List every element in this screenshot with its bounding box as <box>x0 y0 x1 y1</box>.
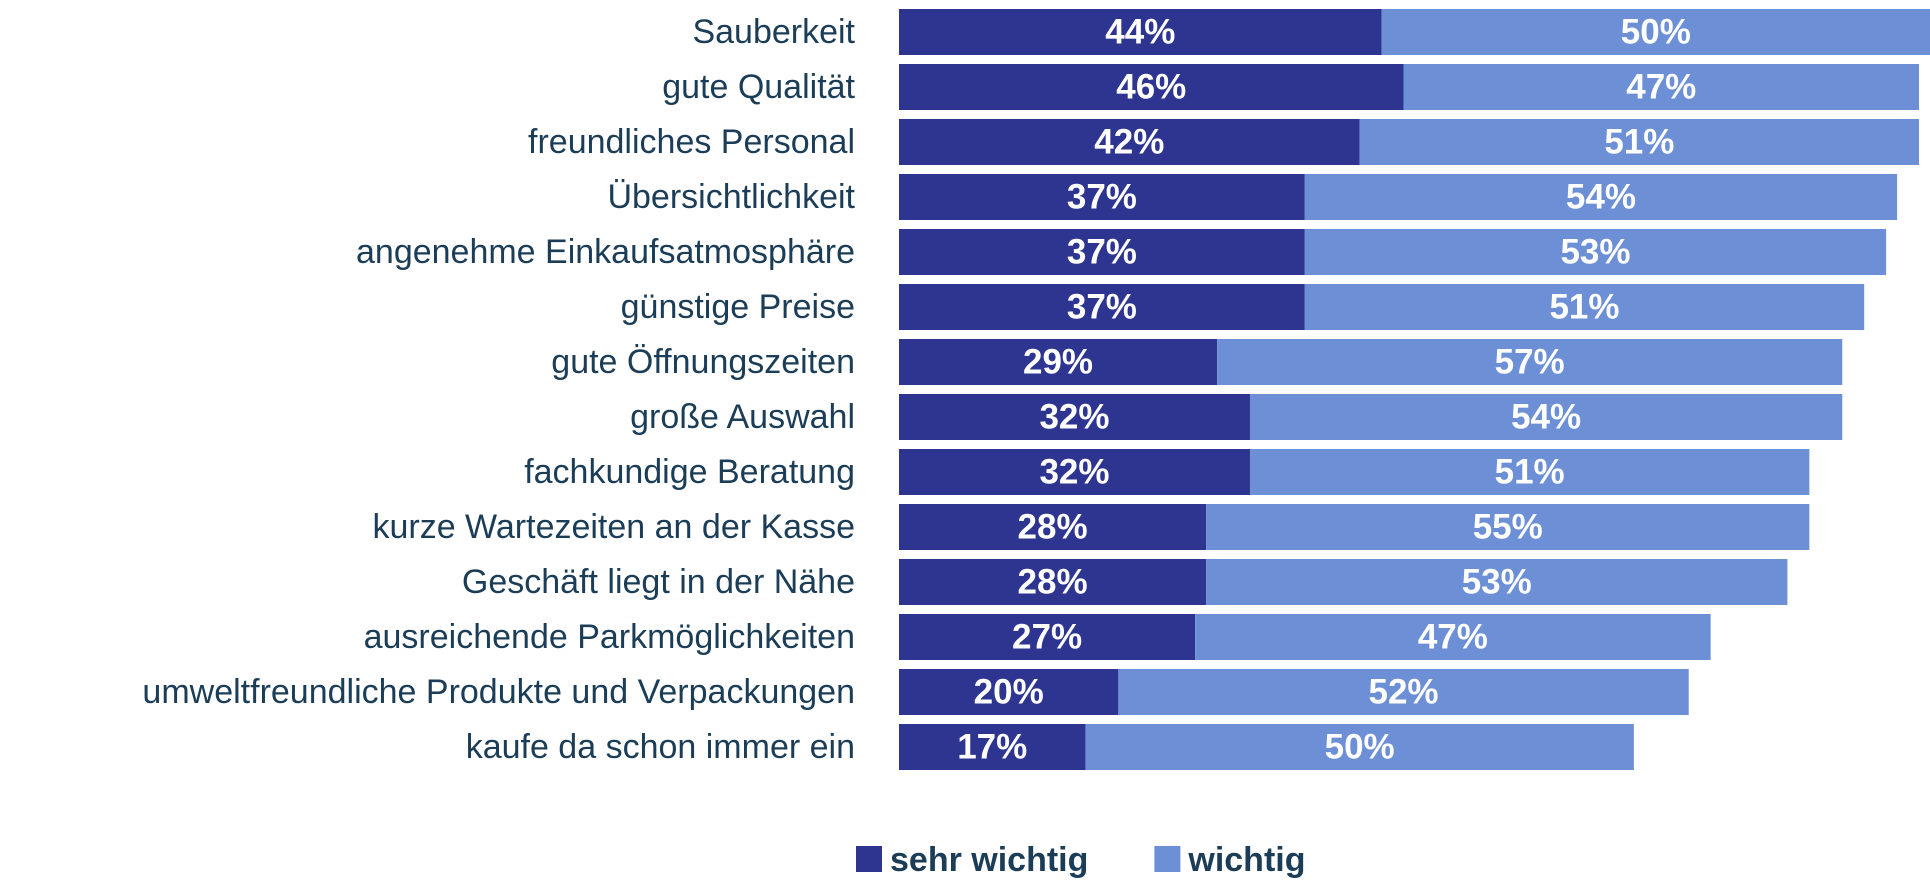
category-label: freundliches Personal <box>528 123 855 161</box>
bar-segment <box>899 9 1382 55</box>
bar-segment <box>899 119 1360 165</box>
bar-segment <box>899 339 1218 385</box>
bar-segment <box>899 229 1305 275</box>
bar-segment <box>1249 449 1810 495</box>
value-label: 37% <box>1067 232 1137 271</box>
bar-segment <box>1217 339 1843 385</box>
value-label: 28% <box>1018 562 1088 601</box>
value-label: 44% <box>1105 12 1175 51</box>
legend-label: wichtig <box>1187 841 1305 879</box>
category-label: Übersichtlichkeit <box>607 178 855 216</box>
category-label: große Auswahl <box>630 398 855 436</box>
value-label: 32% <box>1039 397 1109 436</box>
value-label: 51% <box>1549 287 1619 326</box>
value-label: 54% <box>1511 397 1581 436</box>
bar-segment <box>1195 614 1711 660</box>
bar-segment <box>899 504 1207 550</box>
value-label: 54% <box>1566 177 1636 216</box>
value-label: 46% <box>1116 67 1186 106</box>
value-label: 51% <box>1495 452 1565 491</box>
category-label: kurze Wartezeiten an der Kasse <box>372 508 855 546</box>
bar-segment <box>899 559 1207 605</box>
value-label: 47% <box>1626 67 1696 106</box>
category-label: Sauberkeit <box>692 13 855 51</box>
bar-segment <box>1304 174 1898 220</box>
value-label: 37% <box>1067 287 1137 326</box>
legend-swatch <box>1154 846 1181 872</box>
bar-segment <box>899 449 1250 495</box>
value-label: 55% <box>1473 507 1543 546</box>
legend-label: sehr wichtig <box>890 841 1088 879</box>
bar-segment <box>1381 9 1930 55</box>
bar-segment <box>899 284 1305 330</box>
bar-segment <box>899 669 1119 715</box>
category-label: ausreichende Parkmöglichkeiten <box>364 618 855 656</box>
value-label: 42% <box>1094 122 1164 161</box>
value-label: 27% <box>1012 617 1082 656</box>
value-label: 50% <box>1621 12 1691 51</box>
value-label: 17% <box>957 727 1027 766</box>
value-label: 53% <box>1560 232 1630 271</box>
value-label: 37% <box>1067 177 1137 216</box>
value-label: 50% <box>1325 727 1395 766</box>
value-label: 20% <box>974 672 1044 711</box>
category-label: Geschäft liegt in der Nähe <box>462 563 855 601</box>
bar-segment <box>1304 229 1887 275</box>
value-label: 47% <box>1418 617 1488 656</box>
value-label: 57% <box>1495 342 1565 381</box>
bar-segment <box>1403 64 1920 110</box>
bar-segment <box>899 724 1086 770</box>
value-label: 53% <box>1462 562 1532 601</box>
value-label: 52% <box>1369 672 1439 711</box>
bar-segment <box>899 174 1305 220</box>
category-label: angenehme Einkaufsatmosphäre <box>356 233 855 271</box>
bar-segment <box>1118 669 1689 715</box>
bar-segment <box>1206 559 1788 605</box>
category-label: kaufe da schon immer ein <box>466 728 855 766</box>
category-label: fachkundige Beratung <box>524 453 855 491</box>
bar-segment <box>899 394 1250 440</box>
category-label: umweltfreundliche Produkte und Verpackun… <box>142 673 855 711</box>
category-label: günstige Preise <box>621 288 855 326</box>
bar-segment <box>1206 504 1810 550</box>
legend-swatch <box>856 846 882 872</box>
value-label: 28% <box>1018 507 1088 546</box>
value-label: 29% <box>1023 342 1093 381</box>
value-label: 51% <box>1604 122 1674 161</box>
bar-segment <box>1304 284 1865 330</box>
bar-segment <box>1085 724 1634 770</box>
value-label: 32% <box>1039 452 1109 491</box>
bar-segment <box>1249 394 1843 440</box>
bar-segment <box>899 64 1404 110</box>
bar-segment <box>899 614 1196 660</box>
bar-segment <box>1359 119 1920 165</box>
category-label: gute Qualität <box>662 68 855 106</box>
category-label: gute Öffnungszeiten <box>551 343 855 381</box>
